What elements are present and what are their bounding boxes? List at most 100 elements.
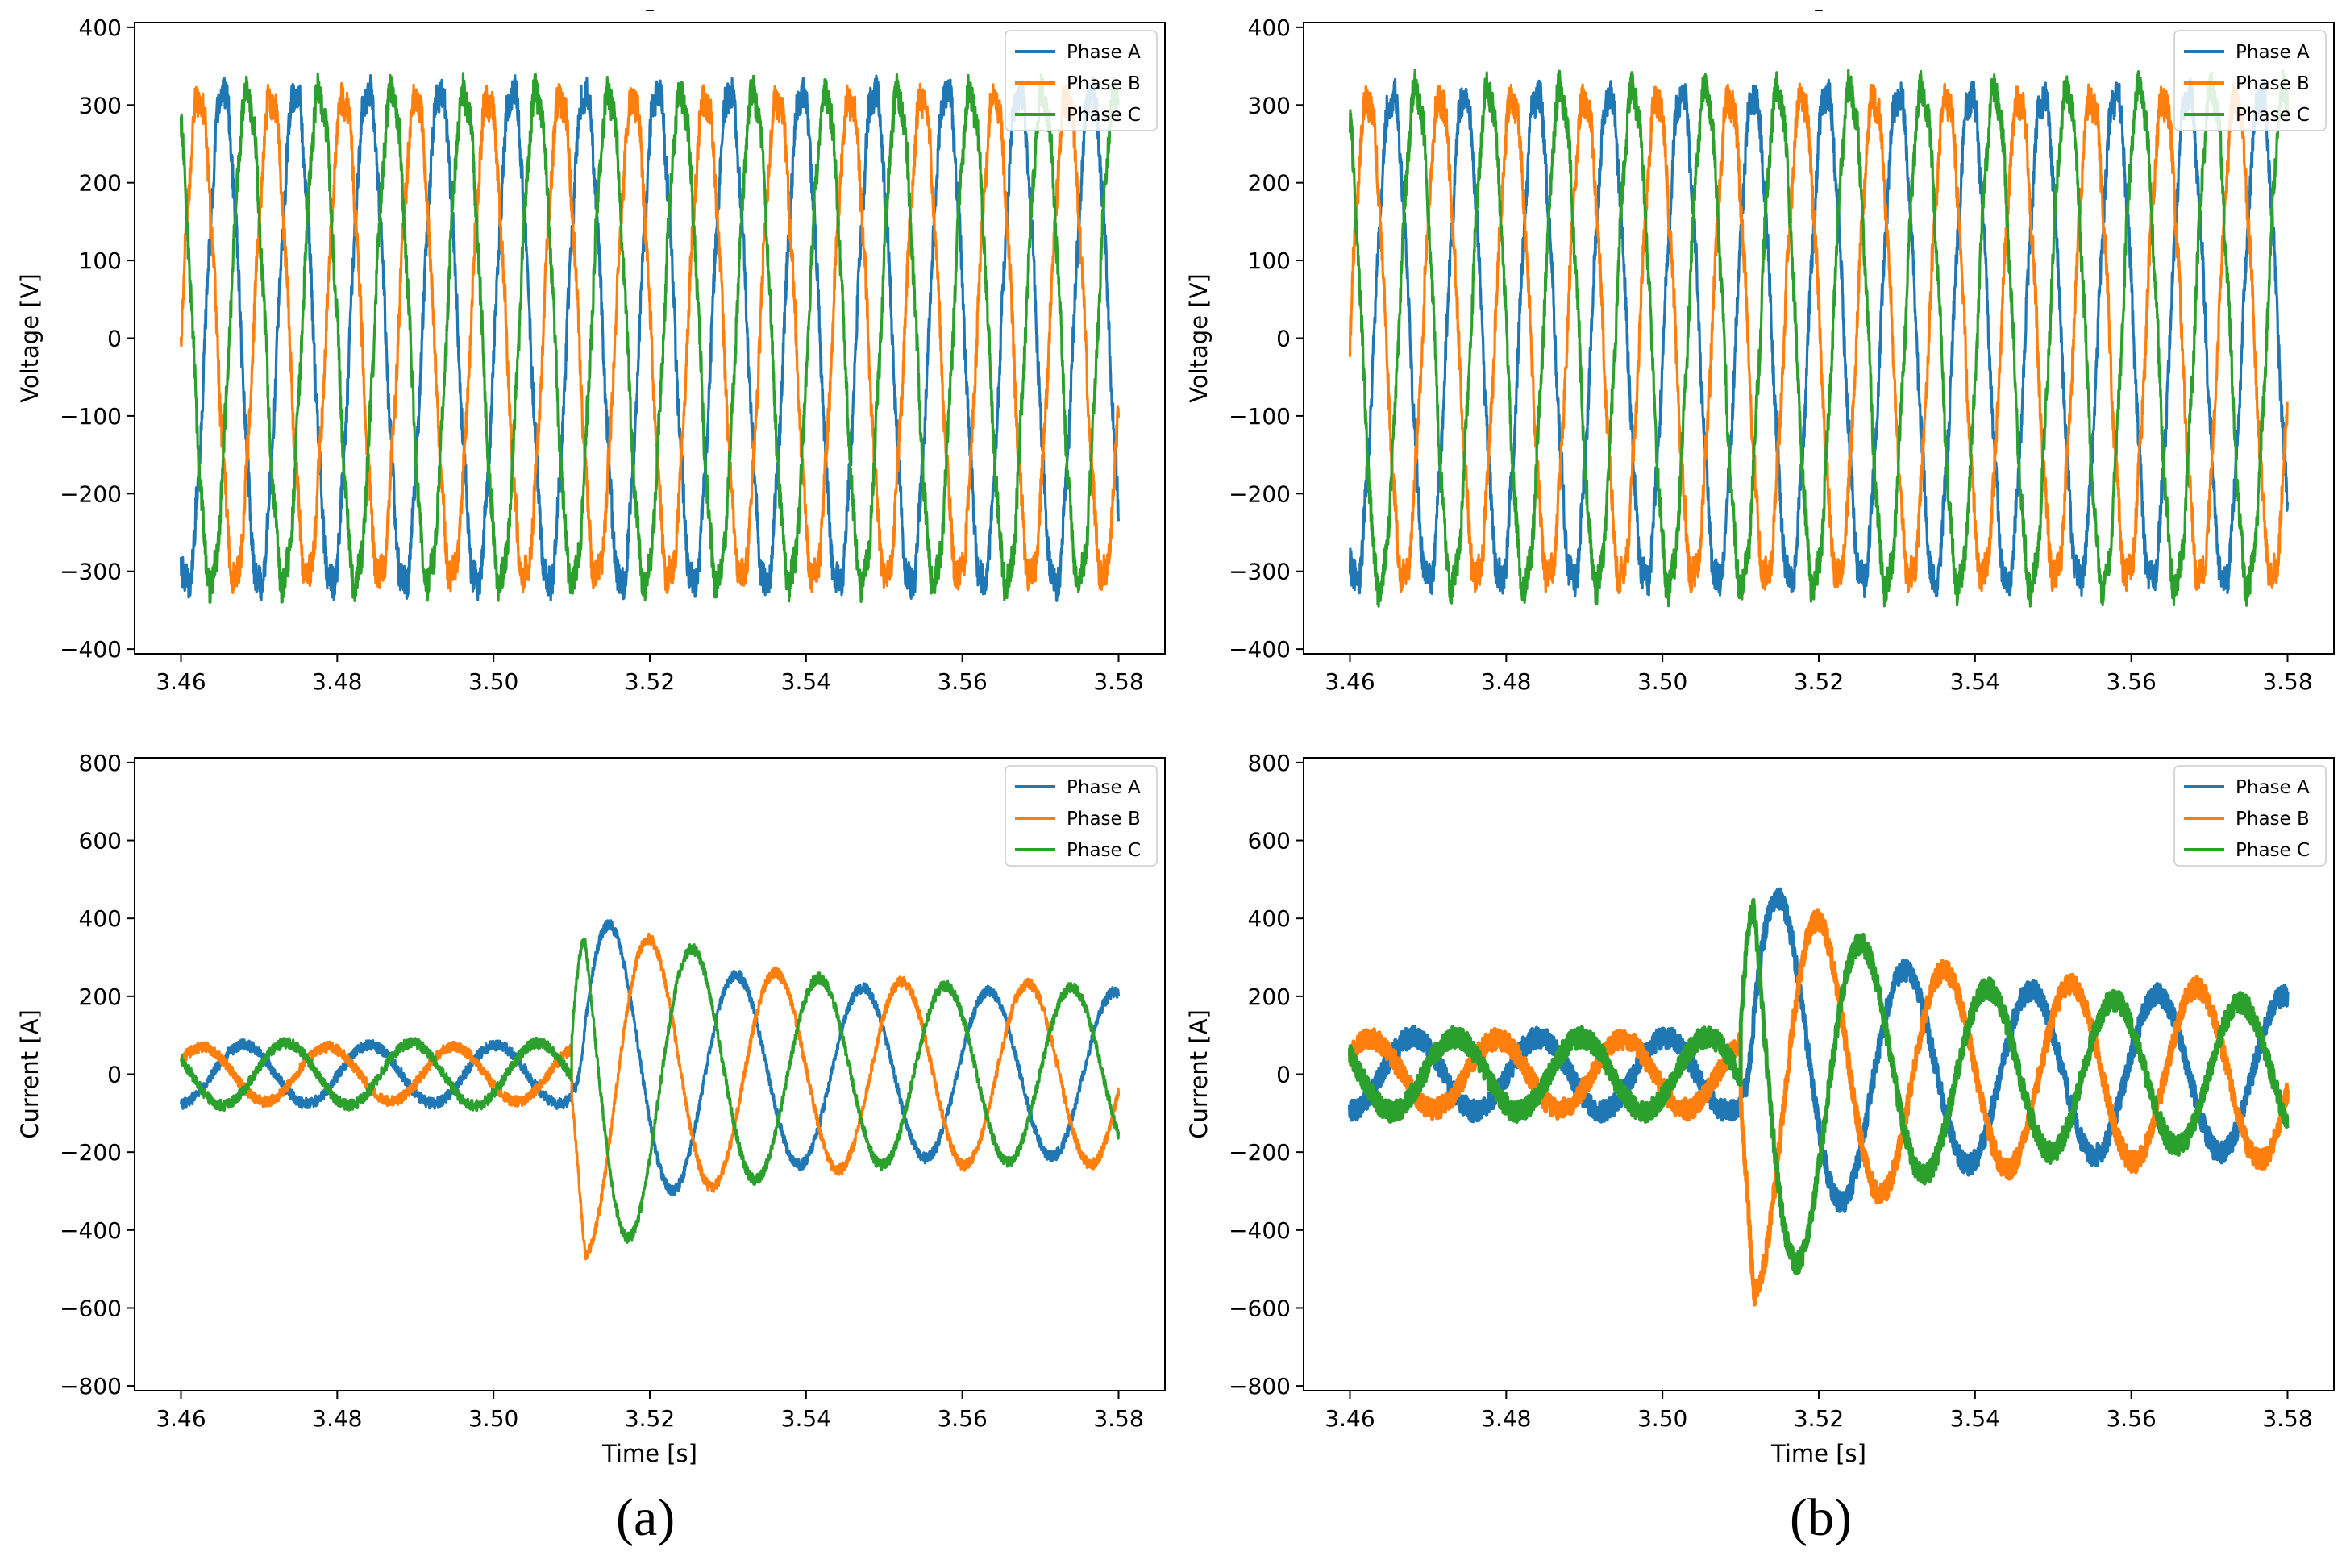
y-tick-label: −600	[1229, 1295, 1291, 1321]
x-tick-label: 3.48	[312, 668, 362, 695]
x-tick-label: 3.58	[1093, 668, 1143, 695]
legend-label: Phase B	[2236, 809, 2310, 830]
x-tick-label: 3.52	[625, 1405, 675, 1432]
legend-label: Phase C	[2236, 840, 2310, 861]
y-tick-label: 200	[1248, 984, 1291, 1010]
y-tick-label: −200	[60, 480, 122, 507]
legend: Phase A Phase B Phase C	[2173, 30, 2327, 131]
chart-title: –	[645, 0, 655, 21]
legend-box	[1005, 30, 1158, 131]
legend-label: Phase B	[1067, 73, 1141, 94]
y-tick-label: 200	[1248, 170, 1291, 197]
y-tick-label: 300	[1248, 92, 1291, 119]
series-line-phase-a	[179, 919, 1121, 1196]
x-tick-label: 3.50	[468, 668, 518, 695]
x-tick-label: 3.46	[156, 1405, 206, 1432]
x-tick-label: 3.56	[2106, 1405, 2156, 1432]
y-tick-label: −300	[60, 559, 122, 585]
legend-label: Phase B	[1067, 809, 1141, 830]
legend-box	[2173, 765, 2327, 867]
legend-label: Phase C	[1067, 840, 1141, 861]
legend: Phase A Phase B Phase C	[1005, 765, 1158, 867]
y-tick-label: 300	[79, 92, 122, 119]
y-tick-label: 400	[79, 905, 122, 932]
y-tick-label: −800	[60, 1373, 122, 1400]
legend: Phase A Phase B Phase C	[1005, 30, 1158, 131]
series-line-phase-a	[179, 74, 1121, 602]
legend-label: Phase C	[2236, 105, 2310, 126]
y-tick-label: 800	[1248, 750, 1291, 776]
y-tick-label: 100	[1248, 247, 1291, 274]
legend-label: Phase B	[2236, 73, 2310, 94]
legend-label: Phase A	[1067, 42, 1141, 63]
y-tick-label: 0	[107, 326, 122, 352]
series-line-phase-b	[1348, 908, 2290, 1307]
series-line-phase-c	[180, 938, 1121, 1245]
y-axis-label: Voltage [V]	[16, 273, 44, 402]
y-axis-label: Current [A]	[1185, 1009, 1213, 1139]
x-tick-label: 3.56	[937, 1405, 987, 1432]
x-tick-label: 3.52	[1794, 1405, 1844, 1432]
chart-title: –	[1814, 0, 1824, 21]
legend-box	[2173, 30, 2327, 131]
x-tick-label: 3.54	[781, 1405, 831, 1432]
y-tick-label: −400	[60, 1217, 122, 1244]
x-axis-label: Time [s]	[1770, 1440, 1866, 1467]
chart-a-current: 3.46 3.48 3.50 3.52 3.54 3.56 3.58 −800 −600 −400…	[16, 750, 1166, 1467]
y-tick-label: −800	[1229, 1373, 1291, 1400]
y-tick-label: 200	[79, 170, 122, 197]
legend: Phase A Phase B Phase C	[2173, 765, 2327, 867]
y-tick-label: −400	[60, 636, 122, 663]
y-tick-label: 400	[1248, 905, 1291, 932]
x-tick-label: 3.54	[781, 668, 831, 695]
x-tick-label: 3.58	[2262, 668, 2312, 695]
x-tick-label: 3.50	[468, 1405, 518, 1432]
x-tick-label: 3.50	[1637, 1405, 1687, 1432]
y-tick-label: 800	[79, 750, 122, 776]
x-tick-label: 3.52	[1794, 668, 1844, 695]
y-tick-label: 200	[79, 984, 122, 1010]
series-line-phase-b	[179, 81, 1121, 594]
series-line-phase-b	[179, 932, 1121, 1261]
y-tick-label: −600	[60, 1295, 122, 1321]
legend-label: Phase A	[2236, 777, 2310, 798]
caption-a: (a)	[616, 1488, 676, 1547]
x-tick-label: 3.58	[2262, 1405, 2312, 1432]
legend-label: Phase C	[1067, 105, 1141, 126]
chart-b-voltage: – 3.46 3.48 3.50 3.52 3.54 3.56 3.58 −400 −300 −20…	[1185, 0, 2335, 695]
y-axis-label: Current [A]	[16, 1009, 44, 1139]
x-tick-label: 3.48	[1481, 1405, 1531, 1432]
x-tick-label: 3.54	[1950, 668, 2000, 695]
legend-label: Phase A	[2236, 42, 2310, 63]
x-tick-label: 3.58	[1093, 1405, 1143, 1432]
y-tick-label: −200	[1229, 480, 1291, 507]
y-tick-label: −100	[60, 403, 122, 430]
y-axis-label: Voltage [V]	[1185, 273, 1213, 402]
series-line-phase-c	[179, 72, 1120, 604]
y-tick-label: 0	[107, 1062, 122, 1088]
y-tick-label: −200	[60, 1139, 122, 1166]
x-tick-label: 3.54	[1950, 1405, 2000, 1432]
y-tick-label: −200	[1229, 1139, 1291, 1166]
series-line-phase-a	[1348, 77, 2290, 598]
y-tick-label: −400	[1229, 636, 1291, 663]
x-axis-label: Time [s]	[601, 1440, 697, 1467]
x-tick-label: 3.52	[625, 668, 675, 695]
y-tick-label: −400	[1229, 1217, 1291, 1244]
series-line-phase-c	[1348, 897, 2290, 1275]
x-tick-label: 3.48	[312, 1405, 362, 1432]
y-tick-label: 100	[79, 247, 122, 274]
series-line-phase-c	[1348, 69, 2290, 608]
x-tick-label: 3.46	[1325, 668, 1375, 695]
caption-b: (b)	[1790, 1488, 1852, 1547]
chart-a-voltage: – 3.46 3.48 3.50 3.52 3.54 3.56 3.58 −400 −300 −20…	[16, 0, 1166, 695]
y-tick-label: 0	[1276, 1062, 1291, 1088]
y-tick-label: 400	[1248, 15, 1291, 41]
y-tick-label: 600	[1248, 828, 1291, 855]
x-tick-label: 3.46	[1325, 1405, 1375, 1432]
series-line-phase-a	[1348, 887, 2290, 1213]
y-tick-label: −300	[1229, 559, 1291, 585]
x-tick-label: 3.48	[1481, 668, 1531, 695]
x-tick-label: 3.56	[2106, 668, 2156, 695]
